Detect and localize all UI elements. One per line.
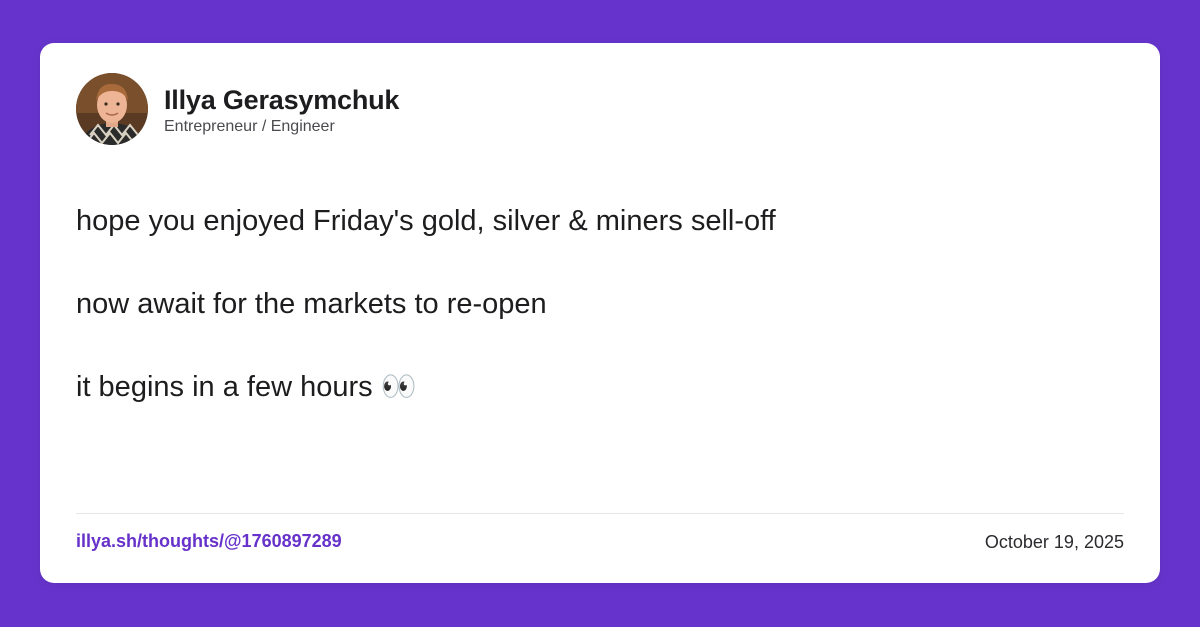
- footer-divider: [76, 513, 1124, 514]
- post-card: Illya Gerasymchuk Entrepreneur / Enginee…: [40, 43, 1160, 583]
- post-line: now await for the markets to re-open: [76, 288, 547, 320]
- post-body: hope you enjoyed Friday's gold, silver &…: [76, 203, 1116, 452]
- post-line: it begins in a few hours 👀: [76, 371, 417, 403]
- author-role: Entrepreneur / Engineer: [164, 118, 335, 135]
- author-name: Illya Gerasymchuk: [164, 85, 400, 115]
- post-date: October 19, 2025: [984, 532, 1124, 552]
- post-line: hope you enjoyed Friday's gold, silver &…: [76, 205, 776, 237]
- permalink-link[interactable]: illya.sh/thoughts/@1760897289: [76, 531, 342, 551]
- author-avatar[interactable]: [76, 73, 148, 145]
- avatar-photo-icon: [76, 73, 148, 145]
